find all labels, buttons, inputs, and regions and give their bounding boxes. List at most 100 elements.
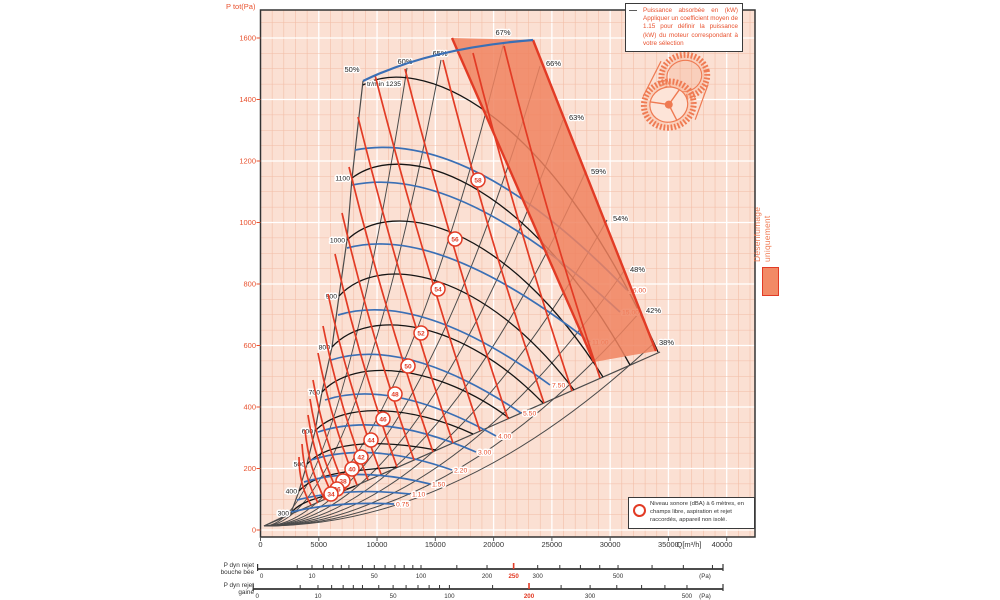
- noise-line: [334, 253, 398, 468]
- scale-highlight-value: 200: [524, 593, 535, 600]
- noise-level-value: 54: [434, 286, 442, 293]
- legend-line-icon: —: [629, 6, 637, 15]
- pressure-scale: 0 10 50 100 200 250 300 500 (Pa): [257, 563, 724, 580]
- scale-tick-label: 300: [533, 573, 544, 580]
- noise-line: [341, 212, 415, 461]
- efficiency-label: 66%: [546, 59, 561, 68]
- x-axis-tick-label: 5000: [310, 540, 327, 549]
- rpm-label: 400: [286, 489, 298, 496]
- x-axis-tick-label: 25000: [541, 540, 562, 549]
- scale-tick-label: 0: [260, 573, 264, 580]
- noise-note-text: Niveau sonore (dBA) à 6 mètres, en champ…: [650, 501, 744, 523]
- scale-tick-label: 100: [444, 593, 455, 600]
- noise-level-value: 48: [391, 391, 399, 398]
- power-curve-kw: [346, 243, 591, 343]
- rpm-label: 1000: [330, 238, 345, 245]
- y-axis-tick-label: 0: [252, 526, 256, 535]
- power-curve-kw: [290, 502, 395, 513]
- y-axis-tick-label: 1400: [239, 95, 256, 104]
- scale-b-name-line1: P dyn rejet: [223, 582, 254, 589]
- rpm-label: 900: [326, 294, 338, 301]
- efficiency-line: [263, 59, 442, 527]
- scale-unit-label: (Pa): [699, 593, 711, 600]
- band-right-edge: [531, 39, 658, 352]
- scale-tick-label: 50: [371, 573, 378, 580]
- efficiency-label: 63%: [569, 113, 584, 122]
- legend-text: Puissance absorbée en (kW) Appliquer un …: [643, 7, 738, 47]
- noise-level-value: 58: [474, 177, 482, 184]
- noise-level-badge: [413, 325, 429, 341]
- noise-level-badge: [363, 432, 379, 448]
- noise-line: [472, 52, 573, 392]
- noise-circle-icon: [633, 504, 646, 517]
- y-axis-tick-label: 800: [243, 280, 256, 289]
- scale-tick-label: 500: [682, 593, 693, 600]
- efficiency-line: [263, 343, 654, 527]
- power-curve-kw: [330, 353, 522, 414]
- efficiency-label: 50%: [344, 65, 359, 74]
- scale-unit-label: (Pa): [699, 573, 711, 580]
- power-kw-label: 1.10: [412, 492, 425, 499]
- noise-level-value: 52: [417, 330, 425, 337]
- power-curve-kw: [310, 451, 453, 471]
- power-curve-kw: [317, 424, 477, 453]
- noise-line: [374, 74, 481, 432]
- efficiency-label: 38%: [659, 338, 674, 347]
- noise-level-value: 34: [327, 491, 335, 498]
- noise-line: [357, 116, 454, 444]
- plot-border: [259, 9, 756, 538]
- scale-tick-label: 10: [309, 573, 316, 580]
- y-axis-tick-label: 200: [243, 464, 256, 473]
- x-axis-tick-label: 10000: [367, 540, 388, 549]
- rpm-label: 700: [309, 390, 321, 397]
- power-legend-box: — Puissance absorbée en (kW) Appliquer u…: [625, 3, 743, 52]
- scale-a-name: P dyn rejet bouche bée: [198, 562, 254, 576]
- max-speed-envelope: [362, 38, 534, 82]
- noise-level-badges: 58565452504846444240383634: [323, 172, 486, 502]
- power-curve-kw: [337, 308, 551, 386]
- y-axis-tick-label: 400: [243, 403, 256, 412]
- noise-line: [348, 166, 434, 453]
- efficiency-line: [263, 172, 586, 527]
- rpm-curve: [298, 466, 398, 492]
- noise-line: [304, 429, 326, 501]
- efficiency-label: 67%: [495, 28, 510, 37]
- scale-tick-label: 200: [482, 573, 493, 580]
- efficiency-label: 54%: [613, 214, 628, 223]
- noise-line: [503, 45, 601, 379]
- power-kw-label: 7.50: [552, 383, 565, 390]
- power-kw-label: 1.50: [432, 482, 445, 489]
- y-axis-tick-label: 1200: [239, 157, 256, 166]
- noise-line: [327, 293, 382, 475]
- power-kw-label: 5.50: [523, 411, 536, 418]
- fan-impeller-image: [640, 51, 711, 131]
- rpm-label: 600: [302, 429, 314, 436]
- scale-tick-label: 10: [315, 593, 322, 600]
- y-axis-tick-label: 600: [243, 341, 256, 350]
- noise-level-badge: [470, 172, 486, 188]
- x-axis-tick-label: 15000: [425, 540, 446, 549]
- power-kw-label: 16.00: [629, 288, 646, 295]
- noise-line: [442, 59, 545, 404]
- noise-line: [301, 443, 319, 504]
- efficiency-line: [263, 41, 505, 527]
- efficiency-label: 60%: [397, 57, 412, 66]
- y-axis-tick-label: 1600: [239, 34, 256, 43]
- scale-tick-label: 100: [416, 573, 427, 580]
- scale-b-name: P dyn rejet gainé: [198, 582, 254, 596]
- noise-line: [298, 456, 312, 506]
- power-kw-label: 3.00: [478, 450, 491, 457]
- scale-a-name-line2: bouche bée: [220, 569, 254, 577]
- scale-highlight-value: 250: [508, 573, 519, 580]
- noise-level-value: 40: [348, 466, 356, 473]
- y-axis-title: P tot(Pa): [226, 2, 256, 11]
- noise-level-badge: [447, 231, 463, 247]
- efficiency-label: 48%: [630, 265, 645, 274]
- smoke-extraction-legend-swatch: [762, 267, 779, 296]
- noise-lines: [298, 45, 601, 506]
- power-kw-label: 0.75: [396, 502, 409, 509]
- smoke-extraction-band: [450, 37, 658, 363]
- noise-level-value: 50: [404, 363, 412, 370]
- noise-level-badge: [400, 358, 416, 374]
